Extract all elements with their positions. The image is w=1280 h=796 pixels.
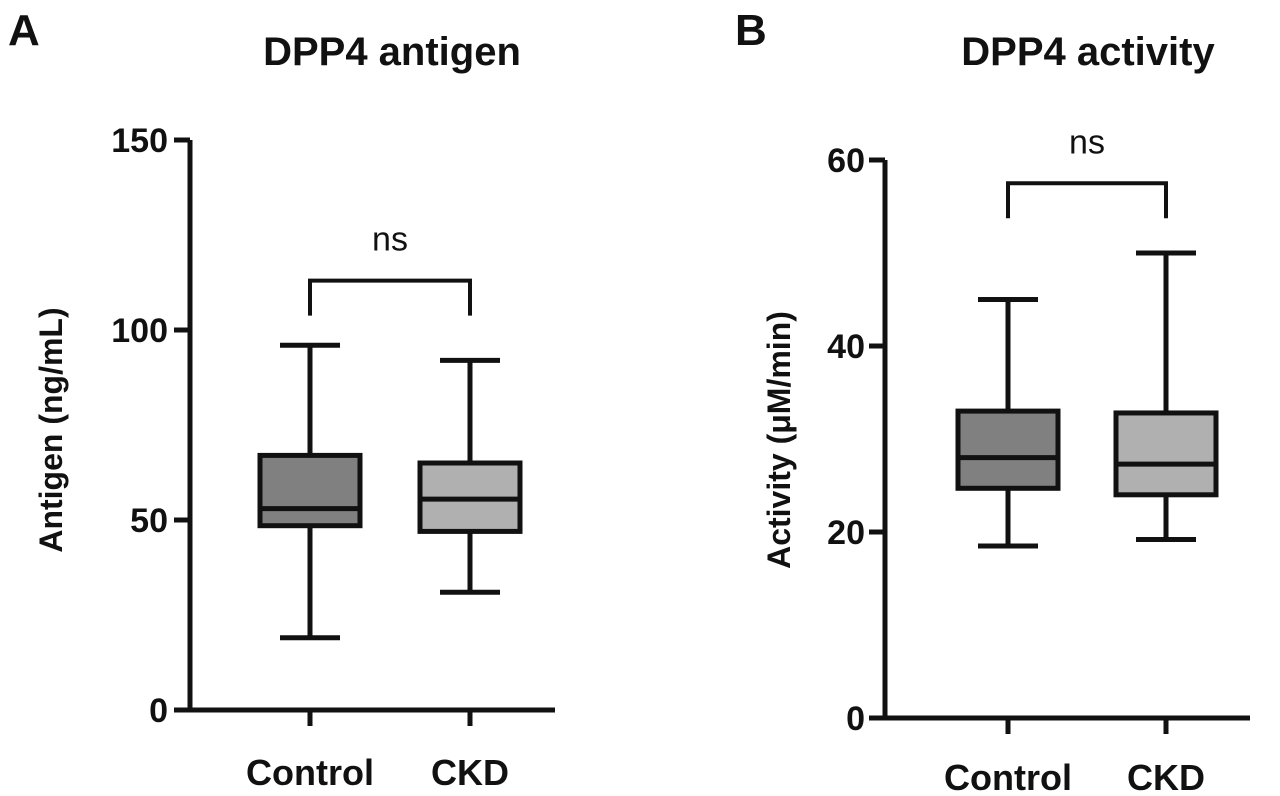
x-tick-label: CKD [1127,757,1205,796]
y-tick-label: 20 [827,514,865,552]
y-axis-label-a: Antigen (ng/mL) [33,307,69,552]
y-tick-label: 50 [130,502,168,540]
panel-a: A DPP4 antigen Antigen (ng/mL) 0 50 100 150… [8,6,555,793]
y-tick-label: 40 [827,328,865,366]
plot-area-a: 0 50 100 150 Control CKD ns [111,122,555,793]
plot-area-b: 0 20 40 60 Control CKD ns [827,123,1250,796]
x-tick-label: Control [246,752,374,793]
x-tick-label: CKD [431,752,509,793]
x-tick-label: Control [944,757,1072,796]
chart-title-a: DPP4 antigen [263,30,521,74]
box-control [955,408,1061,491]
panel-letter-b: B [735,6,767,55]
box-ckd [1113,410,1219,498]
y-tick-label: 150 [111,122,168,160]
significance-label: ns [372,221,408,259]
significance-bracket [308,278,472,316]
y-axis-label-b: Activity (μM/min) [761,311,797,569]
y-tick-label: 60 [827,142,865,180]
panel-b: B DPP4 activity Activity (μM/min) 0 20 40 6… [735,6,1250,796]
y-tick-label: 0 [149,692,168,730]
y-tick-label: 0 [846,700,865,738]
y-tick-label: 100 [111,312,168,350]
panel-letter-a: A [8,6,40,55]
significance-bracket [1006,181,1168,219]
box-control [257,452,363,529]
chart-title-b: DPP4 activity [961,30,1215,74]
significance-label: ns [1069,123,1105,161]
